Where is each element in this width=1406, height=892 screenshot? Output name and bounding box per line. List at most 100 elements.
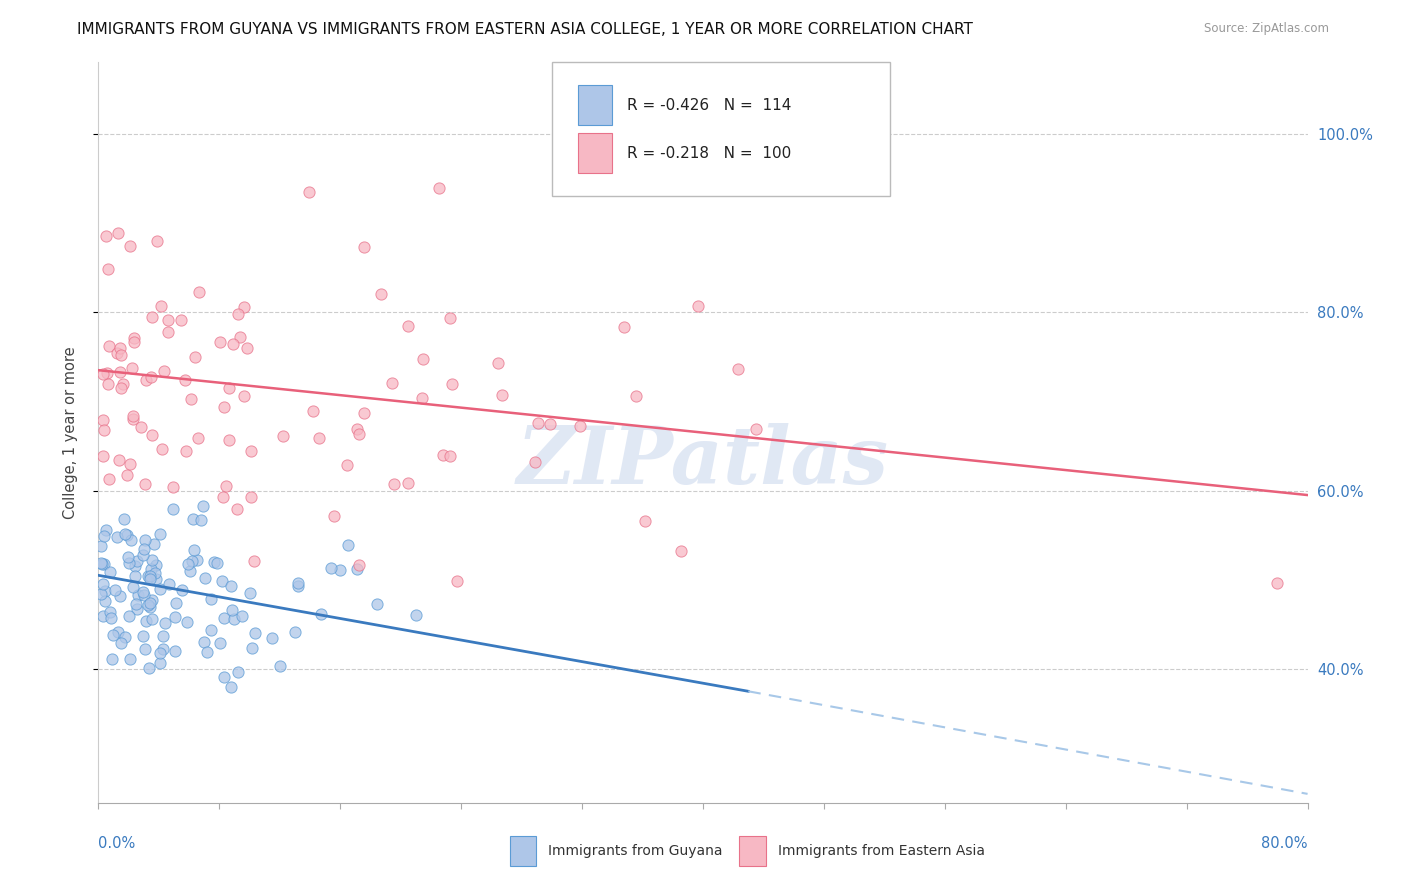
Point — [97, 262, 120, 277]
Point — [108, 341, 131, 355]
Point — [134, 477, 156, 491]
Point — [284, 625, 307, 640]
Point — [174, 444, 197, 458]
Point — [370, 286, 392, 301]
Point — [446, 574, 468, 588]
Point — [139, 569, 162, 583]
Point — [180, 553, 202, 567]
Point — [131, 629, 153, 643]
Point — [242, 553, 264, 567]
Point — [569, 419, 592, 434]
Point — [149, 656, 172, 670]
Point — [271, 428, 294, 442]
Point — [269, 659, 291, 673]
Point — [221, 603, 243, 617]
Point — [132, 584, 155, 599]
Point — [91, 413, 114, 427]
Point — [120, 533, 142, 547]
Point — [122, 409, 145, 424]
Point — [239, 490, 262, 504]
Text: 0.0%: 0.0% — [98, 836, 135, 851]
Point — [107, 624, 129, 639]
Point — [124, 558, 146, 573]
Point — [136, 598, 159, 612]
Point — [214, 611, 236, 625]
Point — [162, 480, 184, 494]
Point — [149, 646, 172, 660]
Point — [190, 513, 212, 527]
Point — [152, 628, 174, 642]
Point — [156, 312, 179, 326]
Point — [103, 628, 125, 642]
Point — [226, 307, 249, 321]
Point — [118, 652, 141, 666]
Point — [491, 388, 513, 402]
Point — [233, 301, 256, 315]
Point — [138, 661, 160, 675]
Point — [212, 400, 235, 414]
Point — [145, 572, 167, 586]
FancyBboxPatch shape — [578, 85, 613, 126]
Point — [141, 612, 163, 626]
Point — [218, 433, 240, 447]
Point — [181, 511, 204, 525]
Point — [135, 614, 157, 628]
FancyBboxPatch shape — [740, 836, 766, 866]
Point — [93, 594, 115, 608]
Point — [91, 576, 114, 591]
Point — [163, 609, 186, 624]
Point — [150, 442, 173, 456]
Point — [309, 607, 332, 621]
Point — [145, 235, 167, 249]
Point — [180, 392, 202, 407]
Point — [1267, 575, 1289, 590]
Point — [174, 373, 197, 387]
Point — [98, 605, 121, 619]
Point — [336, 538, 359, 552]
Point — [208, 334, 231, 349]
Point — [91, 609, 114, 624]
Point — [347, 558, 370, 572]
Point — [112, 512, 135, 526]
Point — [170, 582, 193, 597]
Point — [179, 564, 201, 578]
Point — [110, 348, 132, 362]
Point — [239, 444, 262, 458]
Point — [329, 563, 352, 577]
Point — [298, 185, 321, 199]
Point — [226, 665, 249, 679]
Point — [162, 502, 184, 516]
Point — [120, 239, 142, 253]
Point — [233, 388, 256, 402]
Point — [239, 586, 262, 600]
Point — [177, 557, 200, 571]
Point — [152, 641, 174, 656]
Point — [287, 579, 309, 593]
Point — [187, 431, 209, 445]
Point — [127, 588, 149, 602]
Point — [524, 455, 547, 469]
Point — [212, 490, 235, 504]
Point — [200, 624, 222, 638]
Point — [142, 537, 165, 551]
Point — [150, 300, 173, 314]
Point — [187, 285, 209, 299]
Point — [141, 370, 163, 384]
Point — [245, 626, 267, 640]
Point — [132, 589, 155, 603]
Text: R = -0.426   N =  114: R = -0.426 N = 114 — [627, 97, 792, 112]
Point — [122, 334, 145, 349]
Point — [93, 557, 115, 571]
Point — [427, 181, 450, 195]
Point — [405, 607, 427, 622]
Point — [141, 428, 163, 442]
Point — [193, 635, 215, 649]
Point — [139, 573, 162, 587]
Point — [132, 541, 155, 556]
Point — [195, 645, 218, 659]
Point — [218, 381, 240, 395]
Point — [129, 419, 152, 434]
Point — [219, 680, 242, 694]
Point — [134, 533, 156, 547]
Point — [157, 577, 180, 591]
